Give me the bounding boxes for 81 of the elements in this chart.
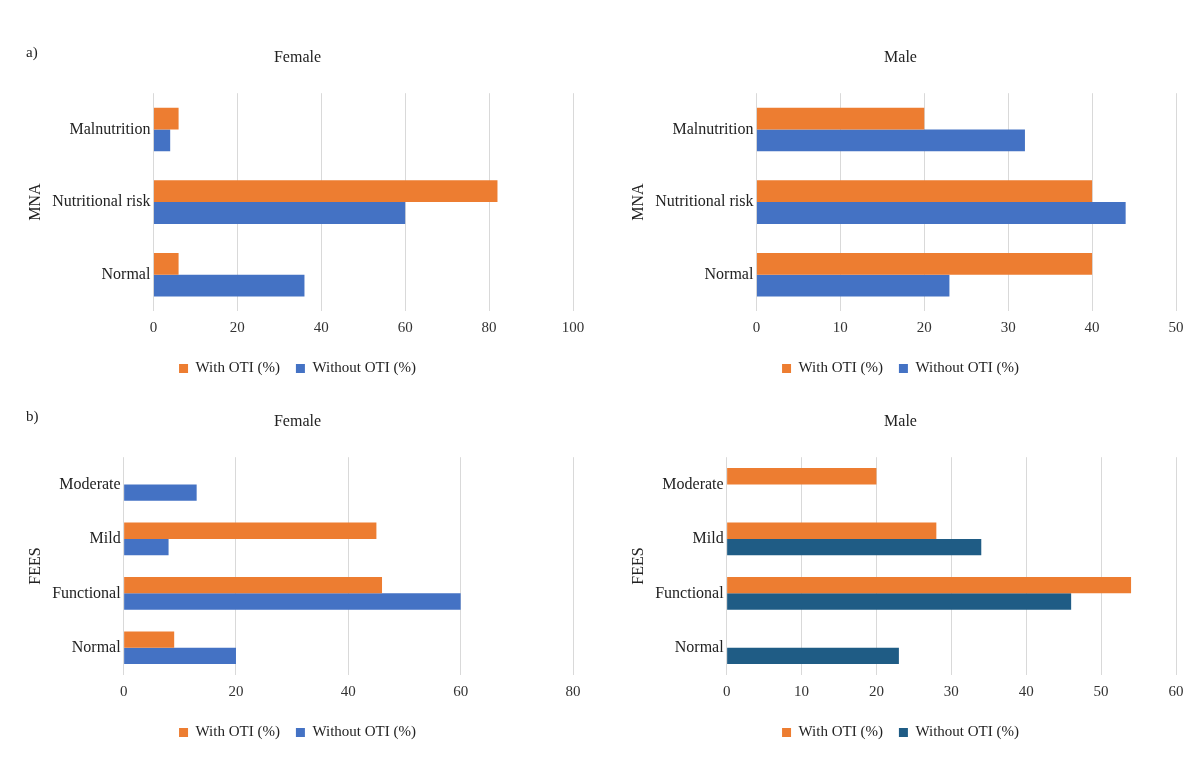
text: a) xyxy=(26,44,38,61)
legend-label: Without OTI (%) xyxy=(312,359,416,377)
bar xyxy=(727,538,982,556)
legend-label: Without OTI (%) xyxy=(915,723,1019,741)
bar xyxy=(124,647,236,665)
chart-title: Female xyxy=(273,47,322,65)
bar xyxy=(124,538,169,556)
y-axis-title: MNA xyxy=(25,182,43,221)
x-tick-label: 60 xyxy=(453,682,469,699)
y-axis-title: FEES xyxy=(628,547,646,585)
chart-title: Male xyxy=(884,47,917,65)
x-tick-label: 0 xyxy=(119,682,128,699)
bar xyxy=(727,468,877,485)
y-tick-label: Malnutrition xyxy=(672,119,754,137)
x-tick-label: 0 xyxy=(752,318,761,335)
y-tick-label: Mild xyxy=(89,529,121,547)
bar xyxy=(756,202,1126,224)
y-tick-label: Moderate xyxy=(662,474,724,492)
y-tick-label: Normal xyxy=(704,264,754,282)
bar xyxy=(153,202,406,224)
x-tick-label: 20 xyxy=(868,682,884,699)
x-tick-label: 40 xyxy=(1018,682,1034,699)
chart-title: Male xyxy=(884,411,917,429)
x-tick-label: 50 xyxy=(1093,682,1109,699)
x-tick-label: 80 xyxy=(565,682,581,699)
x-tick-label: 20 xyxy=(229,318,245,335)
bar xyxy=(727,647,899,665)
bar xyxy=(756,252,1093,275)
chart-title: Female xyxy=(273,411,322,429)
text: b) xyxy=(26,408,39,425)
y-tick-label: Normal xyxy=(71,637,122,655)
y-tick-label: Moderate xyxy=(59,474,121,492)
x-tick-label: 10 xyxy=(794,682,810,699)
x-tick-label: 100 xyxy=(561,318,585,335)
legend-label: With OTI (%) xyxy=(195,723,280,741)
legend-label: With OTI (%) xyxy=(195,359,280,377)
bar xyxy=(124,522,377,539)
bar xyxy=(727,593,1072,610)
legend-label: With OTI (%) xyxy=(798,723,883,741)
bar xyxy=(124,631,175,648)
y-tick-label: Nutritional risk xyxy=(52,192,151,210)
bar xyxy=(124,593,461,610)
x-tick-label: 80 xyxy=(481,318,497,335)
x-tick-label: 20 xyxy=(228,682,244,699)
bar xyxy=(756,274,950,297)
bar xyxy=(756,129,1025,152)
y-tick-label: Normal xyxy=(674,637,725,655)
y-tick-label: Functional xyxy=(655,583,725,601)
bar xyxy=(756,180,1093,203)
y-tick-label: Functional xyxy=(52,583,122,601)
y-axis-title: MNA xyxy=(628,182,646,221)
x-tick-label: 20 xyxy=(916,318,932,335)
bar xyxy=(124,484,197,501)
x-tick-label: 30 xyxy=(943,682,959,699)
bar xyxy=(153,107,179,130)
bar xyxy=(153,180,498,203)
bar xyxy=(153,274,305,297)
x-tick-label: 0 xyxy=(149,318,158,335)
bar xyxy=(153,129,171,152)
legend-label: Without OTI (%) xyxy=(312,723,416,741)
bar xyxy=(124,576,383,594)
y-axis-title: FEES xyxy=(25,547,43,585)
x-tick-label: 40 xyxy=(1084,318,1100,335)
x-tick-label: 30 xyxy=(1000,318,1016,335)
y-tick-label: Nutritional risk xyxy=(655,192,754,210)
bar xyxy=(153,252,179,275)
y-tick-label: Normal xyxy=(101,264,151,282)
bar xyxy=(727,576,1132,594)
legend-label: With OTI (%) xyxy=(798,359,883,377)
x-tick-label: 40 xyxy=(340,682,356,699)
x-tick-label: 40 xyxy=(313,318,329,335)
x-tick-label: 60 xyxy=(397,318,413,335)
legend-label: Without OTI (%) xyxy=(915,359,1019,377)
bar xyxy=(756,107,925,130)
bar xyxy=(727,522,937,539)
y-tick-label: Mild xyxy=(692,529,724,547)
x-tick-label: 10 xyxy=(832,318,848,335)
x-tick-label: 0 xyxy=(722,682,731,699)
y-tick-label: Malnutrition xyxy=(69,119,151,137)
x-tick-label: 60 xyxy=(1168,682,1184,699)
x-tick-label: 50 xyxy=(1168,318,1184,335)
